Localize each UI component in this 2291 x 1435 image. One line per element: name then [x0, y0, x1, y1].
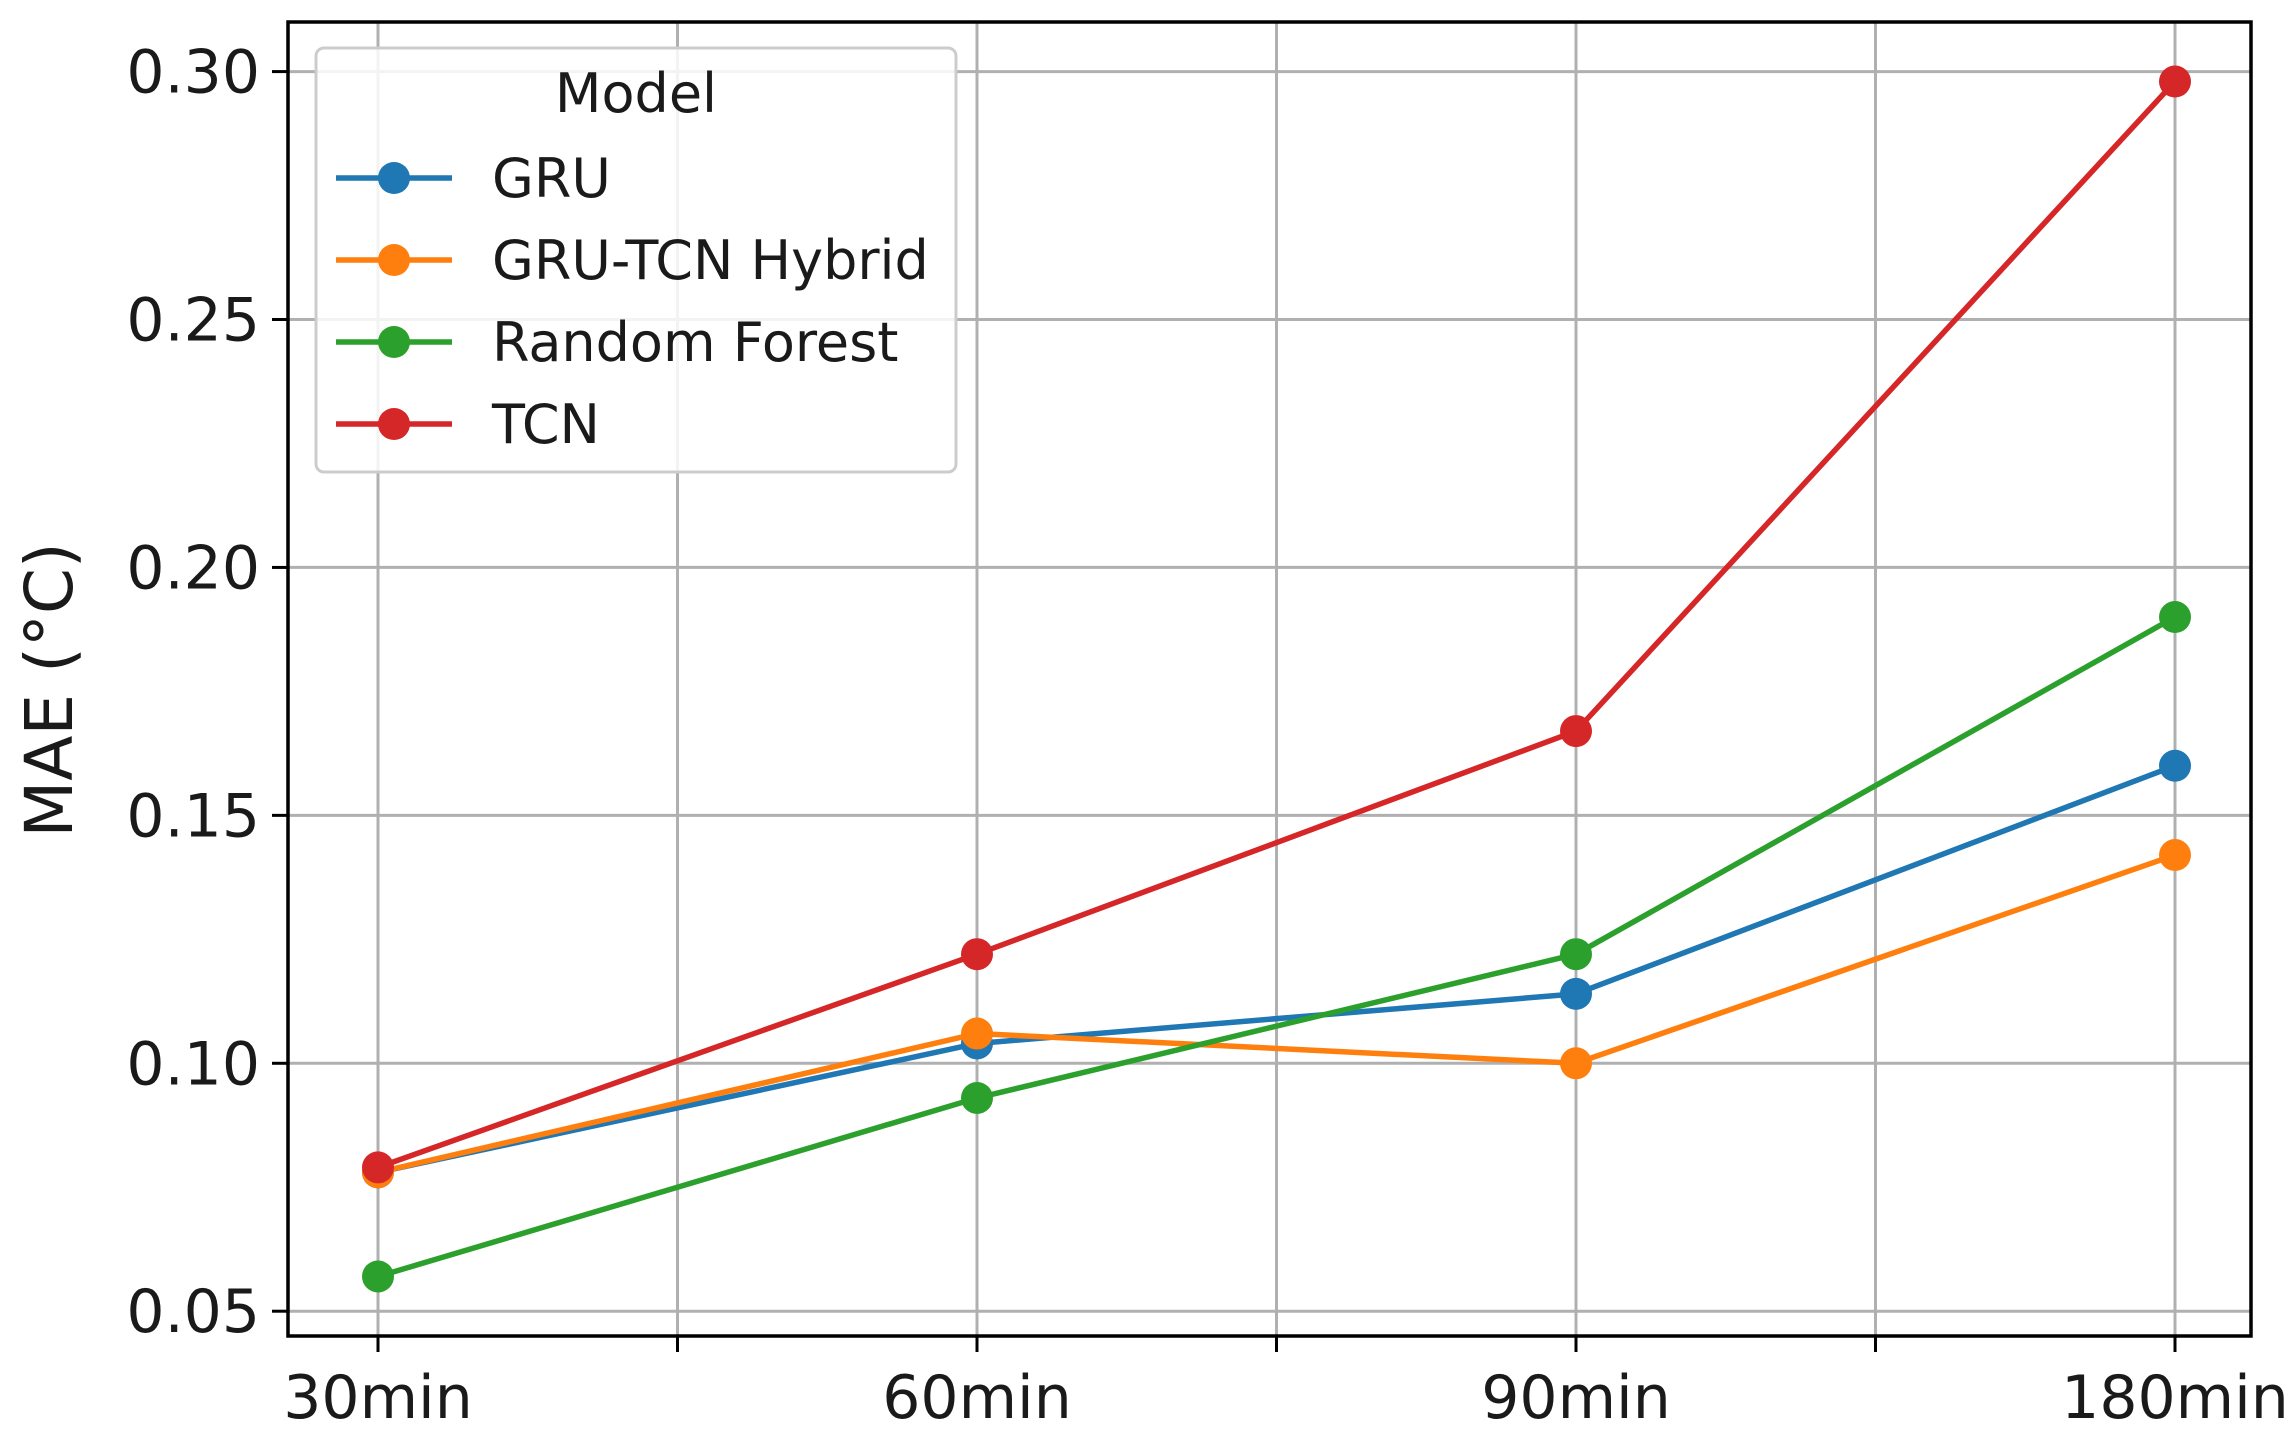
data-point [961, 1017, 993, 1050]
x-tick-label: 90min [1481, 1363, 1671, 1433]
data-point [961, 938, 993, 971]
legend-marker [378, 408, 410, 440]
legend: Model GRU GRU-TCN Hybrid Random Forest TCN [314, 46, 958, 474]
legend-label: TCN [491, 393, 600, 456]
legend-label: GRU [492, 147, 611, 210]
data-point [1560, 715, 1592, 748]
data-point [961, 1081, 993, 1114]
series-line [377, 79, 2178, 1171]
y-tick-label: 0.05 [126, 1277, 260, 1347]
x-tick-label: 180min [2061, 1363, 2289, 1433]
y-tick-label: 0.20 [126, 533, 260, 603]
x-tick-label: 60min [882, 1363, 1072, 1433]
data-point [1560, 977, 1592, 1010]
data-point [1560, 1047, 1592, 1080]
y-tick-label: 0.15 [126, 781, 260, 851]
data-point [2159, 839, 2191, 872]
legend-marker [378, 162, 410, 194]
y-axis-label: MAE (°C) [11, 542, 88, 837]
legend-item: TCN [336, 393, 600, 456]
axis-ticks: 0.05 0.10 0.15 0.20 0.25 0.30 30min 60min 90min 1… [126, 38, 2288, 1433]
data-point [2159, 601, 2191, 634]
series-line [377, 614, 2177, 1280]
legend-title: Model [555, 62, 717, 125]
x-tick-label: 30min [283, 1363, 473, 1433]
data-point [362, 1151, 394, 1184]
y-tick-label: 0.30 [126, 38, 260, 108]
legend-item: GRU-TCN Hybrid [336, 229, 929, 292]
legend-item: GRU [336, 147, 611, 210]
legend-label: GRU-TCN Hybrid [492, 229, 929, 292]
data-point [2159, 749, 2191, 782]
legend-marker [378, 326, 410, 358]
legend-item: Random Forest [336, 311, 898, 374]
data-point [2159, 65, 2191, 98]
legend-marker [378, 244, 410, 276]
series-random-forest [362, 601, 2191, 1293]
series-line [377, 763, 2176, 1176]
plot-frame [286, 20, 2253, 1338]
y-tick-label: 0.25 [126, 286, 260, 356]
series-group [362, 65, 2191, 1293]
legend-box [314, 46, 958, 474]
legend-label: Random Forest [492, 311, 898, 374]
series-line [377, 852, 2176, 1176]
data-point [362, 1260, 394, 1293]
data-point [1560, 938, 1592, 971]
y-tick-label: 0.10 [126, 1029, 260, 1099]
series-tcn [362, 65, 2191, 1184]
